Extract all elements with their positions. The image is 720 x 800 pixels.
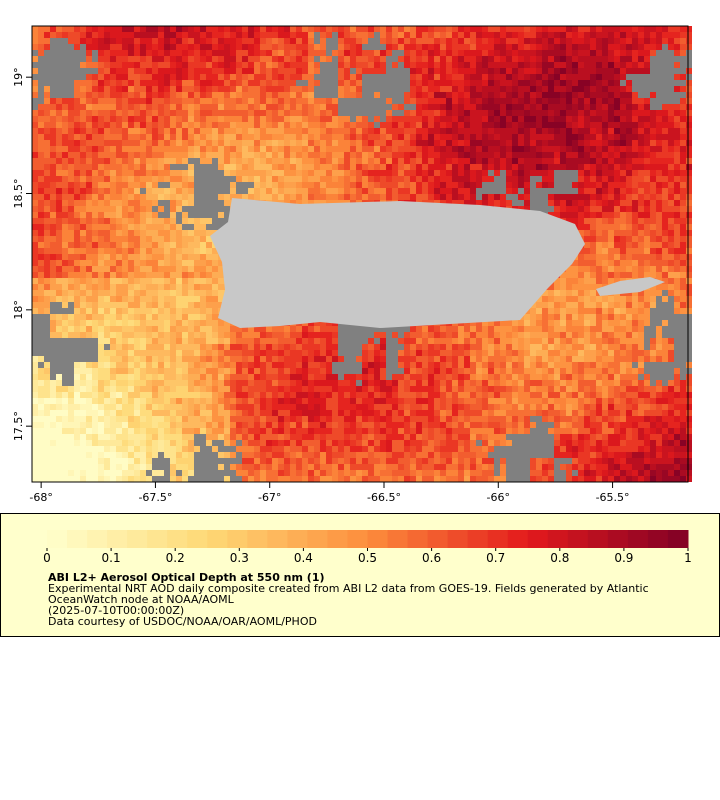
colorbar-step bbox=[447, 530, 469, 548]
colorbar-step bbox=[67, 530, 88, 548]
colorbar-tick-label: 0.3 bbox=[230, 551, 249, 565]
colorbar-step bbox=[647, 530, 669, 548]
colorbar-step bbox=[567, 530, 589, 548]
lat-tick-label: 17.5° bbox=[12, 411, 25, 441]
colorbar-step bbox=[607, 530, 629, 548]
colorbar-step bbox=[267, 530, 288, 548]
legend-title: ABI L2+ Aerosol Optical Depth at 550 nm … bbox=[48, 571, 325, 584]
colorbar-step bbox=[667, 530, 689, 548]
colorbar-tick-label: 0.6 bbox=[422, 551, 441, 565]
colorbar-step bbox=[247, 530, 268, 548]
colorbar-step bbox=[527, 530, 549, 548]
lon-tick-label: -65.5° bbox=[596, 491, 630, 504]
lon-tick-label: -68° bbox=[29, 491, 52, 504]
colorbar-step bbox=[307, 530, 328, 548]
aod-cells bbox=[122, 26, 692, 482]
colorbar-tick-label: 0 bbox=[43, 551, 51, 565]
colorbar-step bbox=[547, 530, 569, 548]
colorbar-step bbox=[147, 530, 168, 548]
aod-cells bbox=[32, 356, 146, 482]
colorbar-step bbox=[327, 530, 348, 548]
no-data-cells bbox=[32, 32, 692, 482]
lat-tick-label: 19° bbox=[12, 67, 25, 87]
colorbar-step bbox=[387, 530, 409, 548]
colorbar-step bbox=[467, 530, 489, 548]
colorbar-tick-label: 1 bbox=[684, 551, 692, 565]
lon-tick-label: -67° bbox=[258, 491, 281, 504]
colorbar-step bbox=[187, 530, 208, 548]
colorbar-tick-label: 0.9 bbox=[614, 551, 633, 565]
aod-cells bbox=[32, 56, 692, 482]
colorbar-step bbox=[487, 530, 509, 548]
colorbar-step bbox=[47, 530, 68, 548]
colorbar-step bbox=[87, 530, 108, 548]
lat-tick-label: 18° bbox=[12, 300, 25, 320]
colorbar-step bbox=[367, 530, 389, 548]
vieques-land bbox=[596, 277, 665, 296]
colorbar-step bbox=[427, 530, 449, 548]
legend-line: Data courtesy of USDOC/NOAA/OAR/AOML/PHO… bbox=[48, 615, 317, 628]
colorbar-step bbox=[507, 530, 529, 548]
colorbar-step bbox=[287, 530, 308, 548]
colorbar-tick-label: 0.4 bbox=[294, 551, 313, 565]
colorbar-step bbox=[347, 530, 368, 548]
aod-cells bbox=[32, 128, 656, 452]
colorbar-step bbox=[587, 530, 609, 548]
legend-line: OceanWatch node at NOAA/AOML bbox=[48, 593, 235, 606]
lat-tick-label: 18.5° bbox=[12, 179, 25, 209]
aod-cells bbox=[104, 26, 692, 482]
colorbar-step bbox=[167, 530, 188, 548]
legend-line: Experimental NRT AOD daily composite cre… bbox=[48, 582, 649, 595]
colorbar-tick-label: 0.7 bbox=[486, 551, 505, 565]
lon-tick-label: -66° bbox=[487, 491, 510, 504]
aod-cells bbox=[32, 140, 620, 482]
lon-tick-label: -66.5° bbox=[367, 491, 401, 504]
colorbar-step bbox=[127, 530, 148, 548]
aod-cells bbox=[32, 374, 146, 482]
puerto-rico-land bbox=[210, 198, 585, 328]
lon-tick-label: -67.5° bbox=[138, 491, 172, 504]
colorbar-step bbox=[407, 530, 429, 548]
colorbar-tick-label: 0.5 bbox=[358, 551, 377, 565]
colorbar-step bbox=[107, 530, 128, 548]
colorbar-tick-label: 0.8 bbox=[550, 551, 569, 565]
colorbar-tick-label: 0.2 bbox=[166, 551, 185, 565]
map-frame bbox=[31, 25, 689, 483]
colorbar-step bbox=[207, 530, 228, 548]
colorbar-step bbox=[627, 530, 649, 548]
aod-cells bbox=[32, 332, 194, 482]
colorbar: 0 0.1 0.2 0.3 0.4 0.5 0.6 0.7 0.8 0.9 1 bbox=[43, 530, 692, 565]
colorbar-tick-label: 0.1 bbox=[102, 551, 121, 565]
legend-line: (2025-07-10T00:00:00Z) bbox=[48, 604, 184, 617]
colorbar-step bbox=[227, 530, 248, 548]
